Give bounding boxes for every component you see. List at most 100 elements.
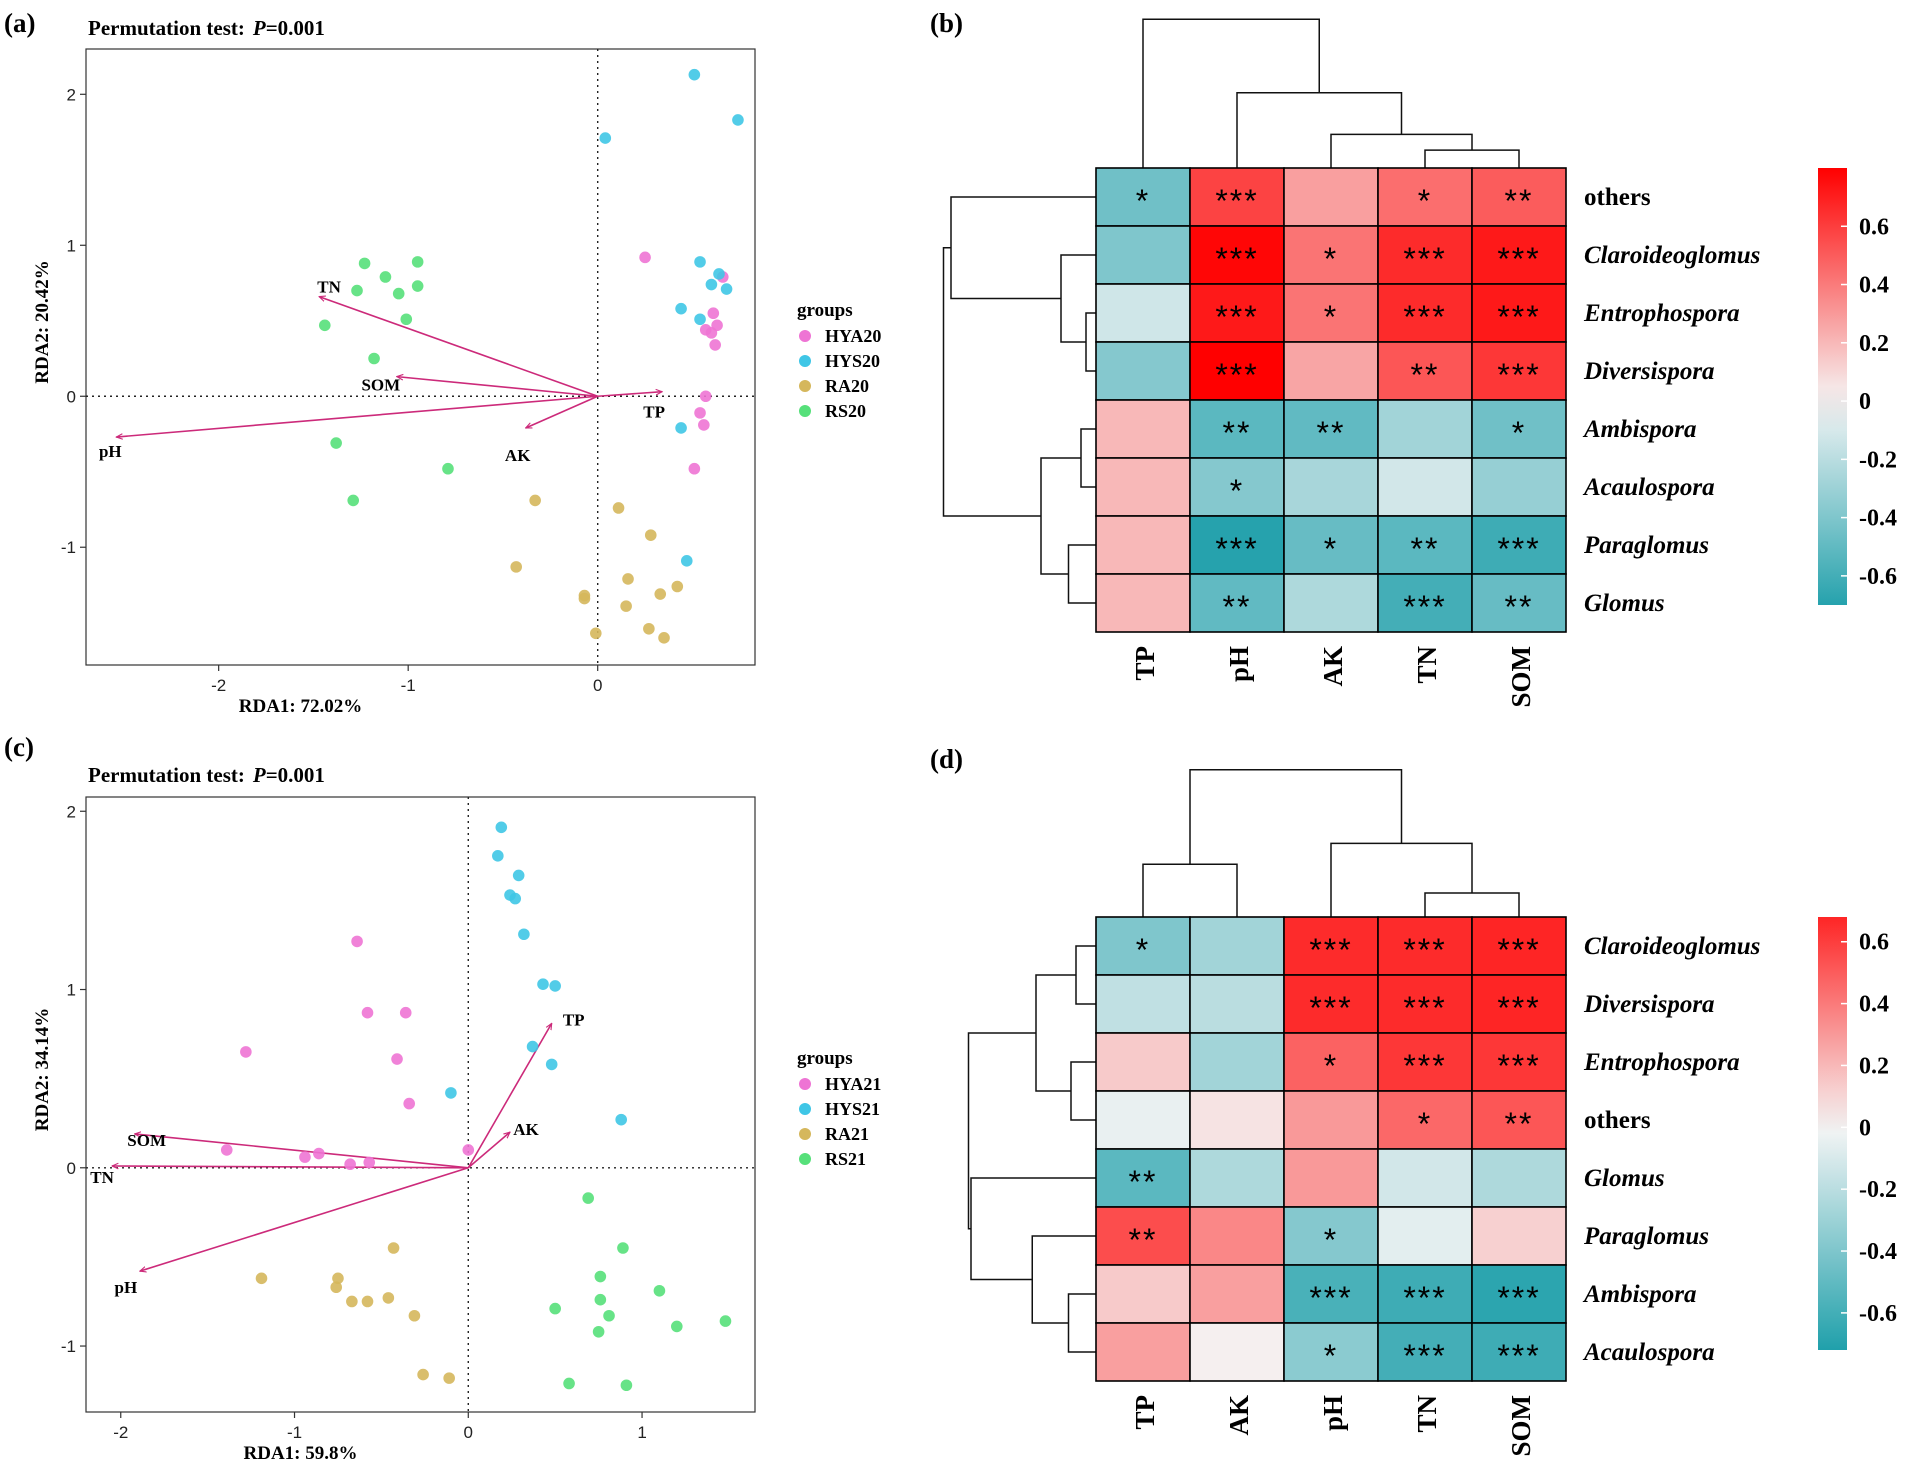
heatmap-cell (1283, 1322, 1379, 1382)
heatmap-cell (1095, 974, 1191, 1034)
significance-stars: *** (1403, 589, 1446, 625)
heatmap-cell (1189, 341, 1285, 401)
colorbar-tick-label: 0.4 (1859, 273, 1889, 299)
panel-d-heatmap: (d)* *** *** *** Claroideoglomus*** *** *** Div… (930, 744, 1897, 1457)
significance-stars: *** (1215, 531, 1258, 567)
legend-entry: RA20 (825, 376, 869, 396)
data-point (620, 1379, 633, 1392)
heatmap-cell (1283, 916, 1379, 976)
row-label: Diversispora (1583, 358, 1715, 385)
title-p: P (252, 763, 266, 787)
legend-entry: RS20 (825, 401, 866, 421)
env-arrow-label: pH (115, 1278, 138, 1297)
data-point (671, 1320, 683, 1333)
data-point (698, 419, 710, 431)
row-label: Glomus (1584, 1165, 1665, 1192)
colorbar-tick-label: -0.4 (1859, 1239, 1897, 1265)
data-point (391, 1053, 403, 1065)
data-point (644, 529, 657, 541)
colorbar-tick-label: 0.2 (1859, 331, 1889, 357)
data-point (318, 319, 331, 332)
panel-label: (c) (4, 732, 34, 762)
data-point (358, 257, 371, 270)
y-tick-label: 0 (67, 1159, 76, 1178)
data-point (603, 1309, 615, 1322)
colorbar-tick-label: 0.4 (1859, 992, 1889, 1018)
heatmap-cell (1095, 225, 1191, 285)
row-label: others (1584, 1107, 1651, 1134)
data-point (512, 869, 525, 882)
colorbar-tick-label: -0.2 (1859, 1177, 1897, 1203)
data-point (688, 462, 701, 475)
data-point (590, 627, 602, 640)
data-point (578, 592, 591, 605)
title-prefix: Permutation test: (88, 763, 245, 787)
env-arrow (116, 395, 598, 437)
title-prefix: Permutation test: (88, 16, 245, 40)
significance-stars: *** (1309, 932, 1352, 968)
data-point (592, 1325, 605, 1338)
x-tick-label: 0 (593, 676, 602, 695)
legend-swatch (799, 1128, 811, 1140)
data-point (399, 1006, 412, 1019)
heatmap-cell (1471, 167, 1567, 227)
colorbar-tick-label: 0 (1859, 389, 1871, 415)
data-point (330, 437, 342, 449)
title-value: =0.001 (266, 16, 325, 40)
row-label: others (1584, 184, 1651, 211)
x-tick-label: -2 (113, 1423, 128, 1442)
data-point (549, 1302, 561, 1315)
data-point (599, 132, 612, 144)
significance-stars: *** (1403, 932, 1446, 968)
heatmap-cell (1471, 1032, 1567, 1092)
data-point (518, 928, 530, 941)
heatmap-cell (1283, 283, 1379, 343)
data-point (694, 256, 706, 268)
significance-stars: *** (1403, 241, 1446, 277)
y-tick-label: 2 (67, 802, 76, 821)
heatmap-cell (1095, 573, 1191, 633)
env-arrow-label: TN (317, 278, 341, 297)
colorbar-tick-label: 0.2 (1859, 1053, 1889, 1079)
y-axis-label: RDA2: 20.42% (32, 260, 53, 384)
data-point (346, 1295, 358, 1308)
data-point (351, 284, 363, 297)
data-point (220, 1144, 233, 1156)
significance-stars: *** (1497, 1048, 1540, 1084)
significance-stars: ** (1129, 1164, 1158, 1200)
data-point (594, 1293, 607, 1306)
data-point (719, 1315, 732, 1327)
heatmap-cell (1377, 1206, 1473, 1266)
colorbar-tick-label: -0.6 (1859, 1301, 1897, 1327)
env-arrow-label: AK (505, 446, 531, 465)
data-point (240, 1046, 252, 1058)
significance-stars: *** (1215, 357, 1258, 393)
env-arrow (319, 297, 598, 398)
significance-stars: ** (1411, 531, 1440, 567)
row-label: Acaulospora (1582, 474, 1715, 501)
heatmap-cell (1377, 399, 1473, 459)
heatmap-cell (1377, 283, 1473, 343)
data-point (411, 256, 424, 268)
heatmap-cell (1471, 1322, 1567, 1382)
panel-label: (a) (4, 8, 35, 38)
heatmap-cell (1377, 1322, 1473, 1382)
panel-label: (d) (930, 744, 963, 774)
significance-stars: * (1324, 531, 1338, 567)
env-arrow-label: SOM (127, 1131, 166, 1150)
legend-swatch (799, 405, 811, 417)
data-point (313, 1147, 325, 1160)
data-point (299, 1151, 311, 1163)
heatmap-cell (1471, 1206, 1567, 1266)
row-label: Claroideoglomus (1584, 242, 1760, 269)
heatmap-cell (1471, 341, 1567, 401)
significance-stars: * (1324, 1338, 1338, 1374)
legend-swatch (799, 1153, 811, 1165)
row-label: Paraglomus (1583, 532, 1709, 559)
row-label: Ambispora (1582, 1281, 1697, 1308)
heatmap-cell (1471, 225, 1567, 285)
heatmap-cell (1283, 573, 1379, 633)
significance-stars: *** (1309, 1280, 1352, 1316)
heatmap-cell (1095, 515, 1191, 575)
env-arrow-label: pH (99, 442, 122, 461)
